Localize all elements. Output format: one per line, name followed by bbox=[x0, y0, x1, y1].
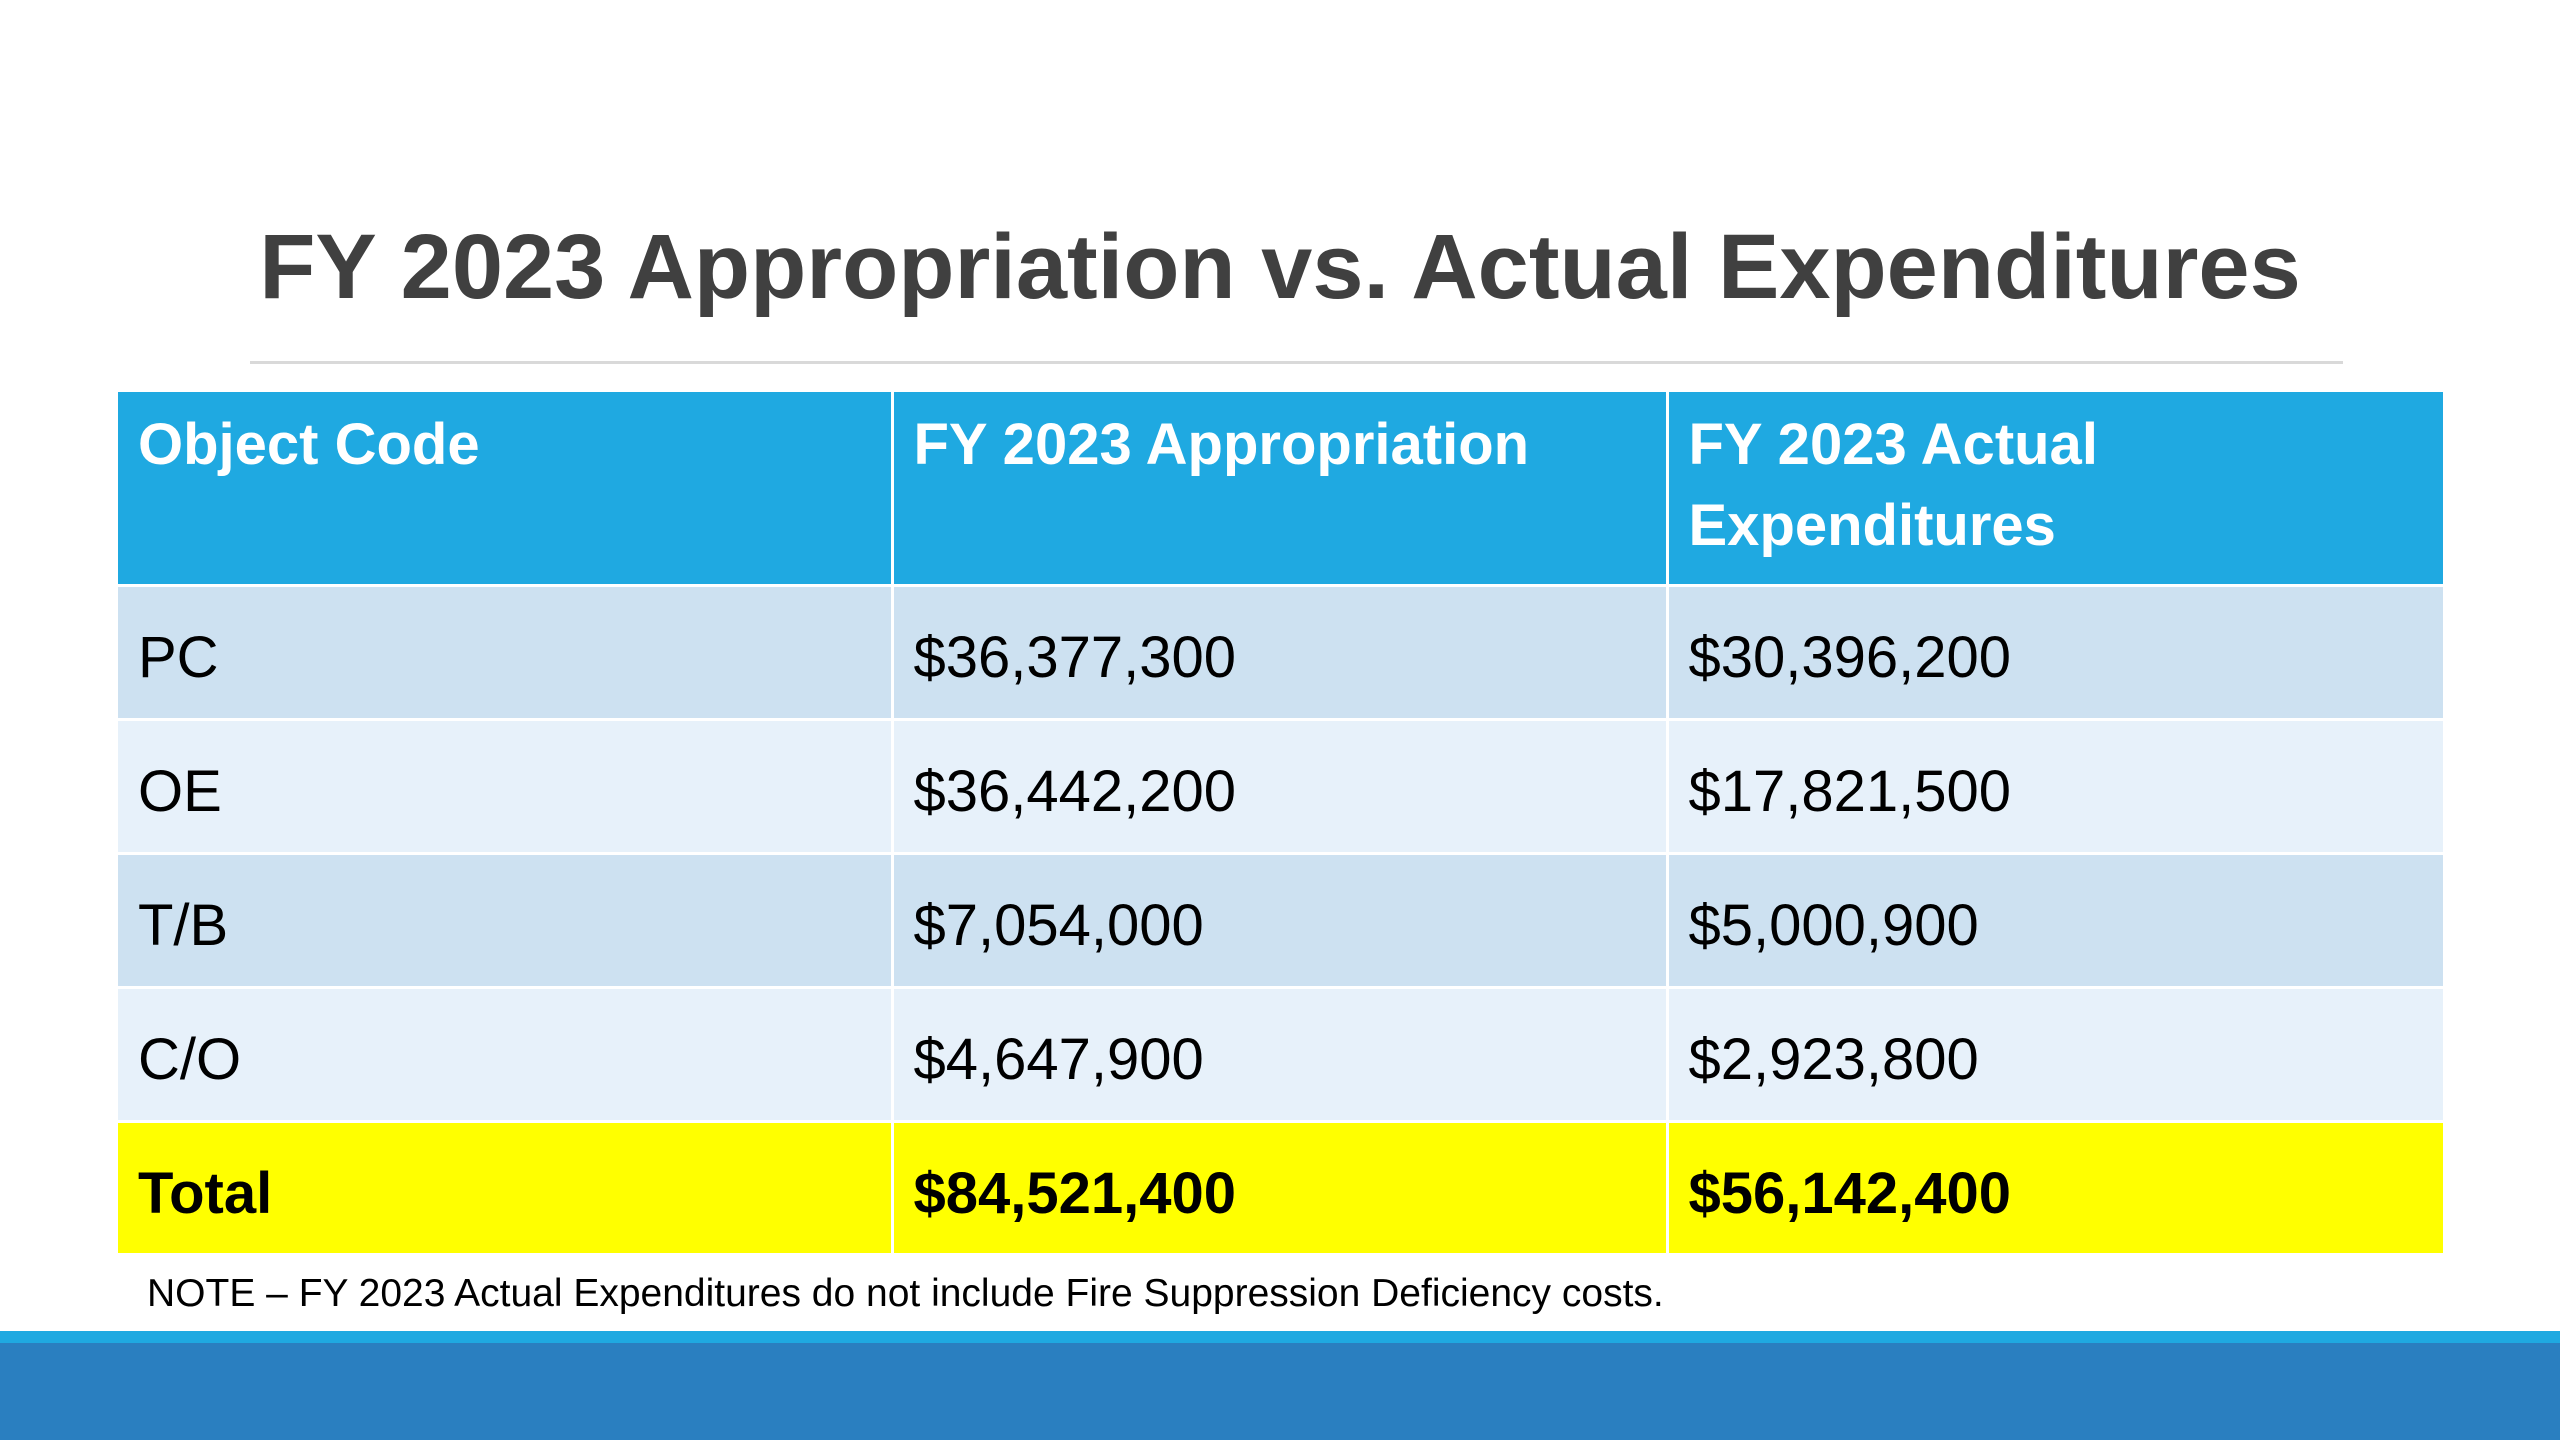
title-rule bbox=[250, 361, 2343, 364]
table-cell: $7,054,000 bbox=[890, 851, 1667, 987]
table-cell: $36,442,200 bbox=[890, 717, 1667, 853]
slide-title: FY 2023 Appropriation vs. Actual Expendi… bbox=[259, 216, 2301, 318]
total-row: Total $84,521,400 $56,142,400 bbox=[118, 1119, 2443, 1253]
budget-table: Object Code FY 2023 Appropriation FY 2023 … bbox=[118, 392, 2443, 1253]
table-cell: T/B bbox=[118, 851, 892, 987]
data-row: PC $36,377,300 $30,396,200 bbox=[118, 583, 2443, 719]
table-cell: $56,142,400 bbox=[1665, 1119, 2443, 1253]
table-cell: Total bbox=[118, 1119, 892, 1253]
table-cell: FY 2023 Appropriation bbox=[890, 392, 1667, 585]
footer-bar bbox=[0, 1343, 2560, 1440]
header-row: Object Code FY 2023 Appropriation FY 2023 … bbox=[118, 392, 2443, 585]
table-cell: OE bbox=[118, 717, 892, 853]
table-cell: $36,377,300 bbox=[890, 583, 1667, 719]
table-cell: FY 2023 Actual Expenditures bbox=[1665, 392, 2443, 585]
footnote: NOTE – FY 2023 Actual Expenditures do no… bbox=[147, 1272, 1664, 1315]
table-cell: $5,000,900 bbox=[1665, 851, 2443, 987]
table-body: Object Code FY 2023 Appropriation FY 2023 … bbox=[118, 392, 2443, 1253]
table-cell: $4,647,900 bbox=[890, 985, 1667, 1121]
table-cell: C/O bbox=[118, 985, 892, 1121]
table-cell: Object Code bbox=[118, 392, 892, 585]
table-cell: $84,521,400 bbox=[890, 1119, 1667, 1253]
data-row: T/B $7,054,000 $5,000,900 bbox=[118, 851, 2443, 987]
table-cell: $2,923,800 bbox=[1665, 985, 2443, 1121]
data-row: C/O $4,647,900 $2,923,800 bbox=[118, 985, 2443, 1121]
data-row: OE $36,442,200 $17,821,500 bbox=[118, 717, 2443, 853]
table-cell: $30,396,200 bbox=[1665, 583, 2443, 719]
table-cell: $17,821,500 bbox=[1665, 717, 2443, 853]
footer-stripe bbox=[0, 1331, 2560, 1343]
table-cell: PC bbox=[118, 583, 892, 719]
